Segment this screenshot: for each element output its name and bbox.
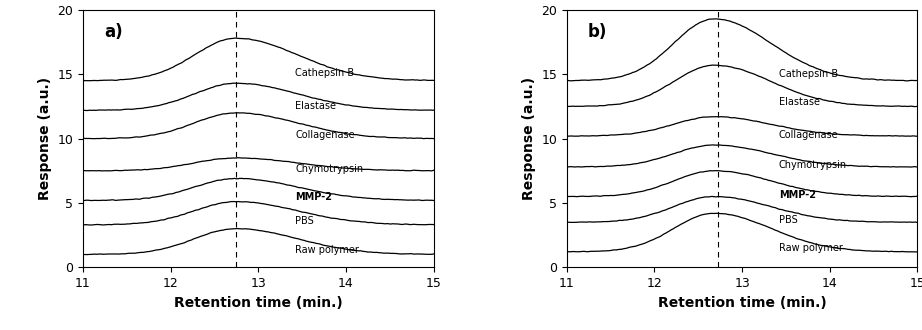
Y-axis label: Response (a.u.): Response (a.u.) (38, 77, 52, 200)
X-axis label: Retention time (min.): Retention time (min.) (657, 296, 826, 310)
Text: b): b) (588, 23, 608, 41)
Text: Cathepsin B: Cathepsin B (295, 68, 354, 78)
Text: Cathepsin B: Cathepsin B (779, 69, 838, 79)
Text: Collagenase: Collagenase (295, 130, 355, 140)
Text: MMP-2: MMP-2 (295, 192, 332, 202)
Text: Raw polymer: Raw polymer (779, 243, 843, 253)
X-axis label: Retention time (min.): Retention time (min.) (174, 296, 343, 310)
Y-axis label: Response (a.u.): Response (a.u.) (522, 77, 536, 200)
Text: PBS: PBS (295, 216, 313, 226)
Text: Elastase: Elastase (295, 101, 337, 111)
Text: Collagenase: Collagenase (779, 130, 838, 140)
Text: MMP-2: MMP-2 (779, 189, 816, 200)
Text: Elastase: Elastase (779, 97, 820, 108)
Text: PBS: PBS (779, 215, 798, 225)
Text: Chymotrypsin: Chymotrypsin (779, 160, 847, 170)
Text: Chymotrypsin: Chymotrypsin (295, 164, 363, 175)
Text: Raw polymer: Raw polymer (295, 246, 359, 255)
Text: a): a) (104, 23, 123, 41)
